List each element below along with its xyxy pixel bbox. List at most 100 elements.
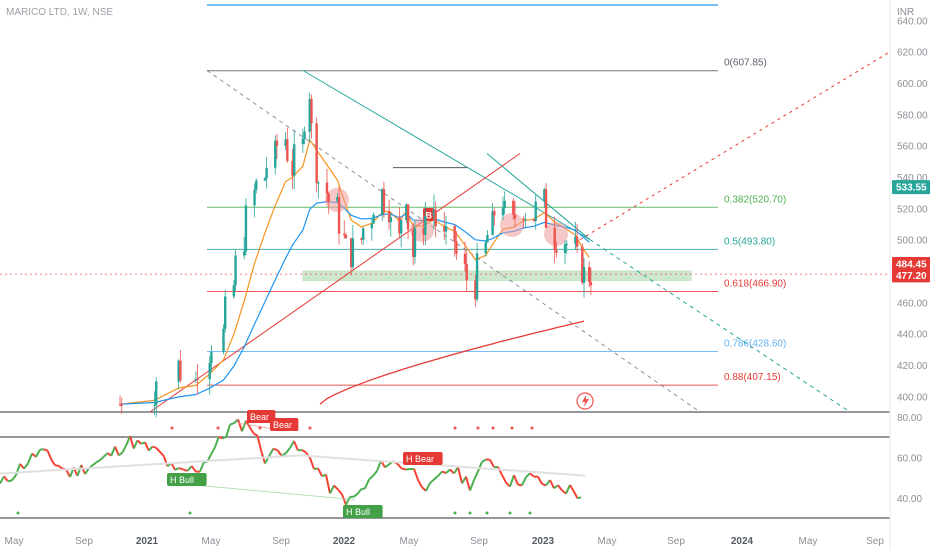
rsi-tick-label: 80.00 — [897, 413, 922, 424]
currency-label: INR — [897, 7, 914, 18]
time-tick-label: 2021 — [136, 536, 159, 547]
candle-body — [275, 140, 279, 146]
divergence-tag — [247, 410, 276, 423]
rsi-segment — [313, 467, 319, 471]
fib-level-label: 0.786(428.60) — [724, 339, 786, 350]
candle-body — [491, 211, 494, 235]
signal-dot — [216, 426, 220, 430]
candle-body — [349, 238, 353, 268]
rsi-segment — [136, 439, 142, 445]
candle-body — [513, 214, 517, 219]
fib-level-label: 0(607.85) — [724, 58, 767, 69]
candle-body — [153, 405, 156, 407]
grid-layer — [0, 411, 890, 519]
candle-body — [362, 228, 365, 240]
signal-dot — [308, 426, 312, 430]
rsi-segment — [337, 488, 343, 495]
candle-body — [486, 234, 489, 243]
rsi-segment — [199, 462, 205, 473]
divergence-label: Bear — [273, 420, 292, 430]
time-tick-label: May — [799, 536, 818, 547]
time-tick-label: 2023 — [532, 536, 555, 547]
candle-body — [399, 220, 403, 234]
rsi-segment — [241, 420, 247, 432]
candle-body — [381, 189, 384, 215]
time-tick-label: Sep — [272, 536, 290, 547]
divergence-label: H Bull — [170, 475, 194, 485]
divergence-tag — [270, 418, 299, 431]
rsi-segment — [281, 452, 287, 457]
support-zone — [302, 270, 692, 281]
candle-body — [336, 197, 339, 202]
fib-level-label: 0.5(493.80) — [724, 236, 775, 247]
rsi-segment — [569, 484, 575, 492]
rsi-segment — [549, 479, 555, 489]
rsi-segment — [329, 485, 335, 494]
time-axis: May Sep 2021 May Sep 2022 May Sep 2023 May Sep 2024… — [5, 536, 885, 547]
price-tick-label: 440.00 — [897, 330, 928, 341]
rsi-segment — [572, 490, 579, 499]
rsi-segment — [396, 463, 403, 470]
rsi-segment — [132, 439, 139, 450]
candle-body — [325, 182, 329, 194]
candle-body — [465, 263, 468, 281]
rsi-segment — [521, 476, 527, 486]
time-tick-label: May — [202, 536, 221, 547]
rsi-segment — [309, 457, 315, 470]
rsi-segment — [356, 488, 363, 495]
candle-body — [253, 189, 256, 206]
rsi-segment — [80, 464, 86, 475]
fib-level-label: 0.382(520.70) — [724, 194, 786, 205]
rsi-segment — [361, 487, 366, 491]
trendline-teal-dashed — [589, 239, 851, 413]
time-tick-label: Sep — [667, 536, 685, 547]
price-tick-label: 500.00 — [897, 236, 928, 247]
candle-body — [274, 140, 277, 168]
candle-body — [210, 351, 213, 364]
price-tick-label: 540.00 — [897, 173, 928, 184]
candle-body — [382, 189, 386, 212]
candle-body — [493, 211, 496, 216]
rsi-segment — [140, 441, 146, 445]
rsi-segment — [481, 458, 487, 463]
candle-body — [575, 236, 579, 247]
rsi-segment — [43, 448, 48, 452]
rsi-segment — [118, 451, 124, 457]
signal-dot — [491, 426, 495, 430]
trendline-teal-short — [486, 153, 591, 241]
rsi-segment — [148, 445, 154, 452]
rsi-segment — [317, 467, 323, 477]
candle-body — [444, 225, 448, 232]
candle-body — [360, 238, 363, 240]
candle-body — [284, 139, 287, 146]
candle-body — [544, 189, 548, 228]
rsi-segment — [457, 466, 463, 484]
candle-body — [398, 217, 401, 234]
rsi-segment — [65, 469, 71, 478]
divergence-label: H Bull — [346, 507, 370, 517]
rsi-segment — [413, 468, 419, 481]
rsi-segment — [525, 472, 531, 478]
candle-body — [501, 208, 505, 216]
price-tick-label: 560.00 — [897, 142, 928, 153]
rsi-segment — [121, 444, 128, 453]
candle-body — [224, 296, 227, 329]
candle-body — [532, 219, 536, 221]
candle-body — [588, 267, 591, 283]
price-tick-label: 580.00 — [897, 110, 928, 121]
rsi-segment — [218, 435, 223, 440]
candle-body — [443, 226, 446, 232]
price-tick-label: 640.00 — [897, 16, 928, 27]
rsi-segment — [401, 467, 407, 471]
rsi-segment — [364, 479, 370, 489]
candle-body — [455, 241, 458, 254]
rsi-segment — [7, 479, 13, 483]
candle-body — [232, 285, 236, 297]
price-axis: 640.00 620.00 600.00 580.00 560.00 540.00 520.… — [889, 0, 930, 550]
rsi-segment — [541, 482, 547, 487]
fib-level-label: 0.618(466.90) — [724, 279, 786, 290]
rsi-segment — [159, 451, 165, 457]
rsi-segment — [174, 467, 180, 471]
chart-title: MARICO LTD, 1W, NSE — [6, 7, 113, 18]
